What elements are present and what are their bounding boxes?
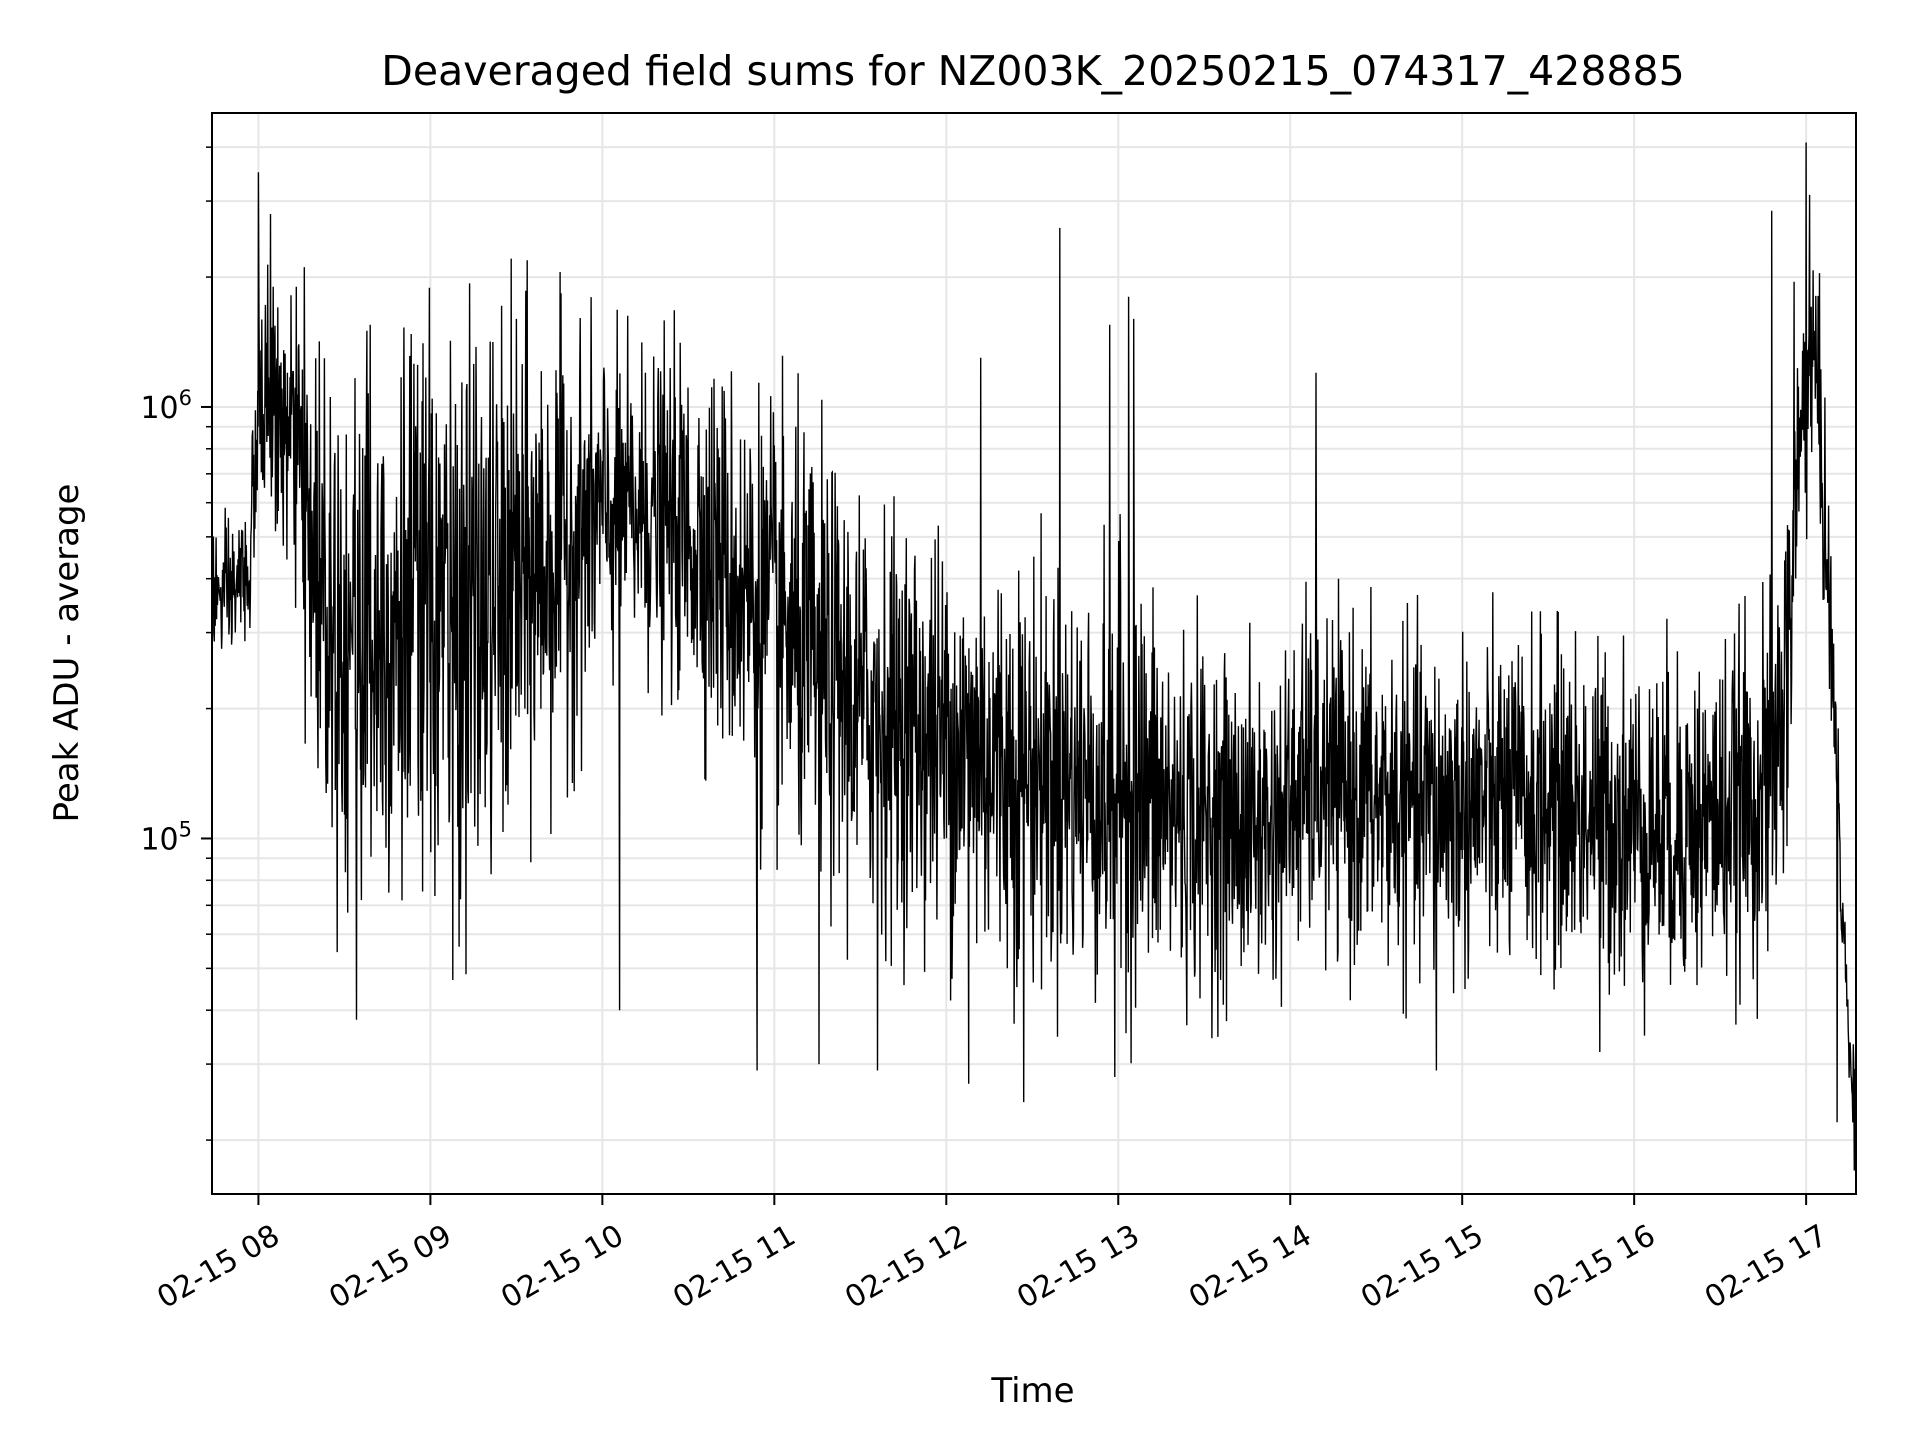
y-axis: 105 106	[140, 146, 212, 1141]
y-tick-label: 106	[140, 386, 192, 426]
y-axis-label: Peak ADU - average	[47, 484, 87, 823]
series-group	[212, 142, 1856, 1171]
series-line	[212, 142, 1856, 1171]
x-axis-label: Time	[990, 1371, 1074, 1411]
y-tick-label: 105	[140, 817, 192, 857]
chart-title: Deaveraged field sums for NZ003K_2025021…	[381, 47, 1684, 95]
plot-frame	[211, 112, 1857, 1195]
